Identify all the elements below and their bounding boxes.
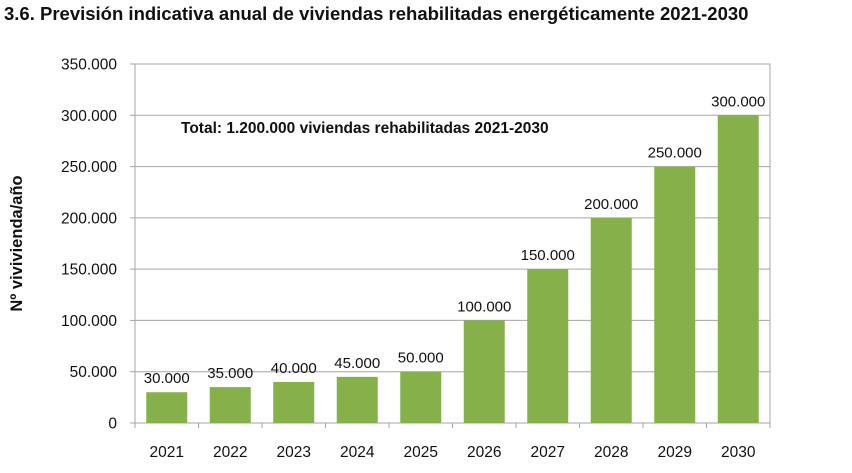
x-tick-label: 2028 bbox=[594, 444, 628, 461]
bar-value-label: 300.000 bbox=[711, 93, 765, 110]
bar-2028 bbox=[590, 217, 632, 423]
x-tick-label: 2022 bbox=[213, 444, 247, 461]
chart-title: 3.6. Previsión indicativa anual de vivie… bbox=[4, 3, 749, 24]
bar-2025 bbox=[400, 371, 442, 423]
x-tick-label: 2030 bbox=[721, 444, 756, 461]
x-tick-label: 2023 bbox=[277, 444, 311, 461]
y-tick-label: 350.000 bbox=[61, 57, 117, 74]
bar-2030 bbox=[717, 115, 759, 424]
x-tick-label: 2024 bbox=[340, 444, 375, 461]
y-tick-label: 200.000 bbox=[61, 210, 117, 227]
bar-value-label: 40.000 bbox=[271, 360, 317, 377]
x-tick-label: 2026 bbox=[467, 444, 501, 461]
bar-value-label: 100.000 bbox=[457, 298, 511, 315]
total-annotation: Total: 1.200.000 viviendas rehabilitadas… bbox=[181, 120, 549, 137]
y-tick-label: 300.000 bbox=[61, 108, 117, 125]
bar-value-label: 35.000 bbox=[207, 365, 253, 382]
y-axis-label: Nº vivivienda/año bbox=[8, 175, 26, 311]
bar-value-labels: 30.000 35.000 40.000 45.000 50.000 100.000 150… bbox=[144, 93, 766, 387]
y-tick-label: 0 bbox=[108, 416, 117, 433]
bars bbox=[146, 115, 759, 424]
bar-2021 bbox=[146, 392, 188, 423]
bar-2029 bbox=[654, 166, 696, 424]
bar-2027 bbox=[527, 269, 569, 423]
bar-2023 bbox=[273, 381, 315, 423]
bar-2026 bbox=[463, 320, 505, 423]
x-axis-ticks: 2021 2022 2023 2024 2025 2026 2027 2028 2029 2030 bbox=[134, 423, 771, 461]
bar-value-label: 200.000 bbox=[584, 196, 638, 213]
x-tick-label: 2027 bbox=[531, 444, 565, 461]
bar-2024 bbox=[336, 376, 378, 423]
y-tick-label: 250.000 bbox=[61, 159, 117, 176]
y-tick-label: 100.000 bbox=[61, 313, 117, 330]
bar-2022 bbox=[209, 387, 251, 423]
bar-value-label: 50.000 bbox=[398, 350, 444, 367]
bar-value-label: 30.000 bbox=[144, 370, 190, 387]
y-axis-ticks: 0 50.000 100.000 150.000 200.000 250.000 300.0… bbox=[61, 57, 135, 433]
y-tick-label: 150.000 bbox=[61, 262, 117, 279]
x-tick-label: 2029 bbox=[658, 444, 692, 461]
x-tick-label: 2021 bbox=[150, 444, 184, 461]
y-tick-label: 50.000 bbox=[70, 364, 118, 381]
bar-value-label: 150.000 bbox=[521, 247, 575, 264]
bar-value-label: 250.000 bbox=[648, 145, 702, 162]
bar-value-label: 45.000 bbox=[334, 355, 380, 372]
x-tick-label: 2025 bbox=[404, 444, 438, 461]
